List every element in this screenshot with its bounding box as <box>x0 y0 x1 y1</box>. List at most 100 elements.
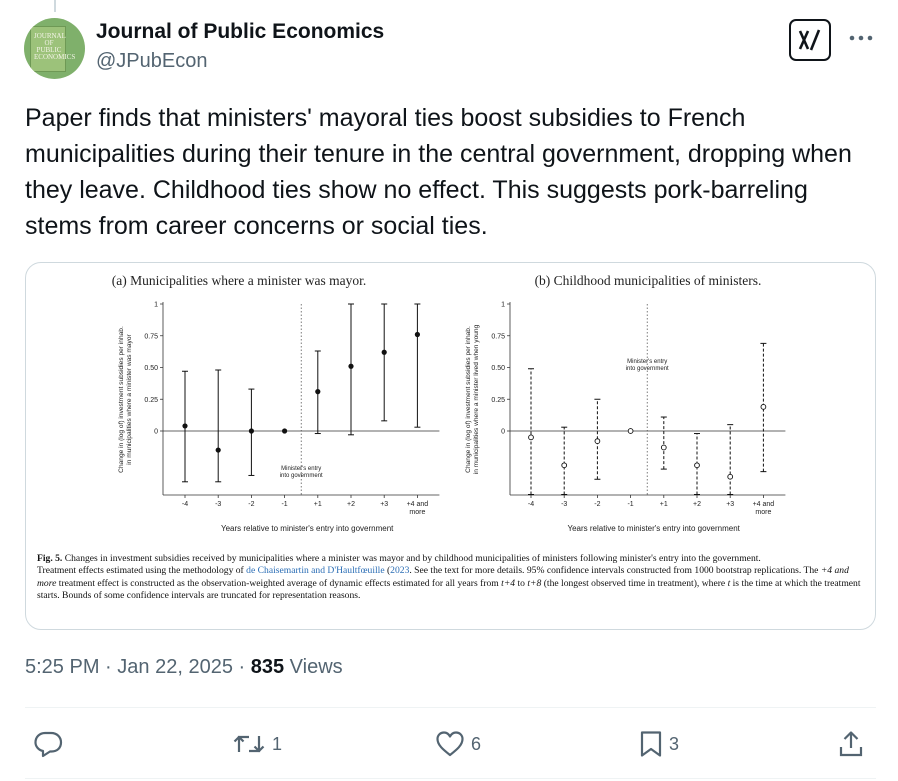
journal-cover-title: JOURNAL OF PUBLIC ECONOMICS <box>34 32 76 61</box>
x-tick-label: -2 <box>594 501 600 508</box>
caption-citation-link[interactable]: de Chaisemartin and D'Haultfœuille <box>246 565 385 577</box>
y-tick-label: 0.75 <box>144 333 158 340</box>
like-count: 6 <box>471 733 482 754</box>
caption-text-4: (the longest observed time in treatment)… <box>543 577 726 589</box>
divider <box>25 707 876 708</box>
data-point <box>727 473 734 480</box>
data-point <box>315 389 321 395</box>
x-tick-label: -2 <box>248 501 254 508</box>
data-point <box>381 349 387 355</box>
caption-text-5: is the time at which the treatment start… <box>37 577 861 602</box>
tweet-time[interactable]: 5:25 PM <box>25 656 100 678</box>
caption-to: to <box>517 577 525 589</box>
share-button[interactable] <box>838 729 864 759</box>
caption-var-t: t <box>727 577 731 589</box>
share-icon <box>839 731 863 757</box>
y-axis-label: Change in (log of) investment subsidies … <box>465 326 472 473</box>
x-tick-label: +1 <box>660 501 668 508</box>
bookmark-count: 3 <box>669 733 680 754</box>
x-axis-label: Years relative to minister's entry into … <box>221 524 394 533</box>
bookmark-button[interactable]: 3 <box>639 729 679 759</box>
x-tick-label: +3 <box>380 501 388 508</box>
y-axis-label-line2: in municipalities where a minister lived… <box>473 324 480 474</box>
data-point <box>594 438 601 445</box>
x-tick-label: -1 <box>281 501 287 508</box>
views-label: Views <box>289 656 343 678</box>
figure-caption: Fig. 5. Changes in investment subsidies … <box>37 553 861 602</box>
x-tick-label: +4 and <box>753 501 775 508</box>
data-point <box>215 447 221 453</box>
views-count: 835 <box>250 656 285 678</box>
y-tick-label: 0.50 <box>491 365 505 372</box>
grok-icon <box>798 29 821 51</box>
data-point <box>660 444 667 451</box>
data-point <box>760 404 767 410</box>
x-tick-label: -3 <box>561 501 567 508</box>
meta-separator-2: · <box>238 656 246 678</box>
x-tick-label: -4 <box>182 501 188 508</box>
data-point <box>694 462 700 469</box>
x-axis-label: Years relative to minister's entry into … <box>567 524 740 533</box>
data-point <box>282 428 288 434</box>
divider-bottom <box>25 778 876 779</box>
reply-button[interactable] <box>33 729 63 759</box>
more-horizontal-icon <box>849 35 873 41</box>
heart-icon <box>436 731 464 757</box>
x-tick-label-line2: more <box>409 509 425 516</box>
annotation-label-line2: into government <box>280 473 323 479</box>
account-name[interactable]: Journal of Public Economics <box>96 20 385 43</box>
caption-text-1: Treatment effects estimated using the me… <box>37 565 244 577</box>
account-handle[interactable]: @JPubEcon <box>96 50 208 72</box>
retweet-button[interactable]: 1 <box>232 729 282 759</box>
x-tick-label: +3 <box>726 501 734 508</box>
chart-panel-a: (a) Municipalities where a minister was … <box>112 273 440 533</box>
meta-separator: · <box>105 656 112 678</box>
y-tick-label: 0 <box>501 429 505 436</box>
tweet-text: Paper finds that ministers' mayoral ties… <box>25 104 852 240</box>
x-tick-label: +1 <box>314 501 322 508</box>
thread-connector-line <box>54 0 56 12</box>
caption-citation-year[interactable]: 2023 <box>390 565 410 577</box>
data-point <box>248 428 254 434</box>
reply-icon <box>34 731 63 758</box>
avatar[interactable]: JOURNAL OF PUBLIC ECONOMICS <box>24 18 85 79</box>
x-tick-label: -4 <box>528 501 534 508</box>
x-tick-label: +2 <box>347 501 355 508</box>
x-tick-label: +4 and <box>407 501 429 508</box>
caption-label: Fig. 5. <box>37 553 63 564</box>
x-tick-label: -3 <box>215 501 221 508</box>
y-tick-label: 0.50 <box>144 365 158 372</box>
caption-italic-term: +4 and more <box>37 565 849 589</box>
y-tick-label: 0 <box>154 429 158 436</box>
x-tick-label-line2: more <box>755 509 771 516</box>
data-point <box>414 331 420 338</box>
data-point <box>627 428 634 434</box>
y-axis-label-line2: in municipalities where a minister was m… <box>126 333 133 464</box>
tweet-meta: 5:25 PM · Jan 22, 2025 · 835 Views <box>25 656 343 679</box>
data-point <box>561 462 568 469</box>
y-tick-label: 0.25 <box>491 397 505 404</box>
chart-panel-b: (b) Childhood municipalities of minister… <box>465 273 786 533</box>
y-tick-label: 1 <box>154 302 158 309</box>
y-tick-label: 1 <box>501 302 505 309</box>
y-axis-label: Change in (log of) investment subsidies … <box>118 326 125 473</box>
caption-var-t4: t+4 <box>501 577 516 589</box>
journal-cover-image: JOURNAL OF PUBLIC ECONOMICS <box>30 26 76 72</box>
caption-text-3: treatment effect is constructed as the o… <box>58 577 499 589</box>
tweet-media-image[interactable]: (a) Municipalities where a minister was … <box>25 262 876 630</box>
more-options-button[interactable] <box>846 26 876 50</box>
retweet-count: 1 <box>272 733 283 754</box>
x-tick-label: +2 <box>693 501 701 508</box>
y-tick-label: 0.25 <box>144 397 158 404</box>
annotation-label: Minister's entry <box>627 359 667 365</box>
data-point <box>182 423 188 429</box>
like-button[interactable]: 6 <box>435 729 481 759</box>
bookmark-icon <box>640 731 662 757</box>
grok-button[interactable] <box>789 19 831 61</box>
tweet-date[interactable]: Jan 22, 2025 <box>117 656 233 678</box>
caption-title: Changes in investment subsidies received… <box>64 553 761 564</box>
caption-var-t8: t+8 <box>527 577 542 589</box>
data-point <box>528 434 534 441</box>
retweet-icon <box>233 735 265 753</box>
figure-charts: (a) Municipalities where a minister was … <box>112 273 786 533</box>
